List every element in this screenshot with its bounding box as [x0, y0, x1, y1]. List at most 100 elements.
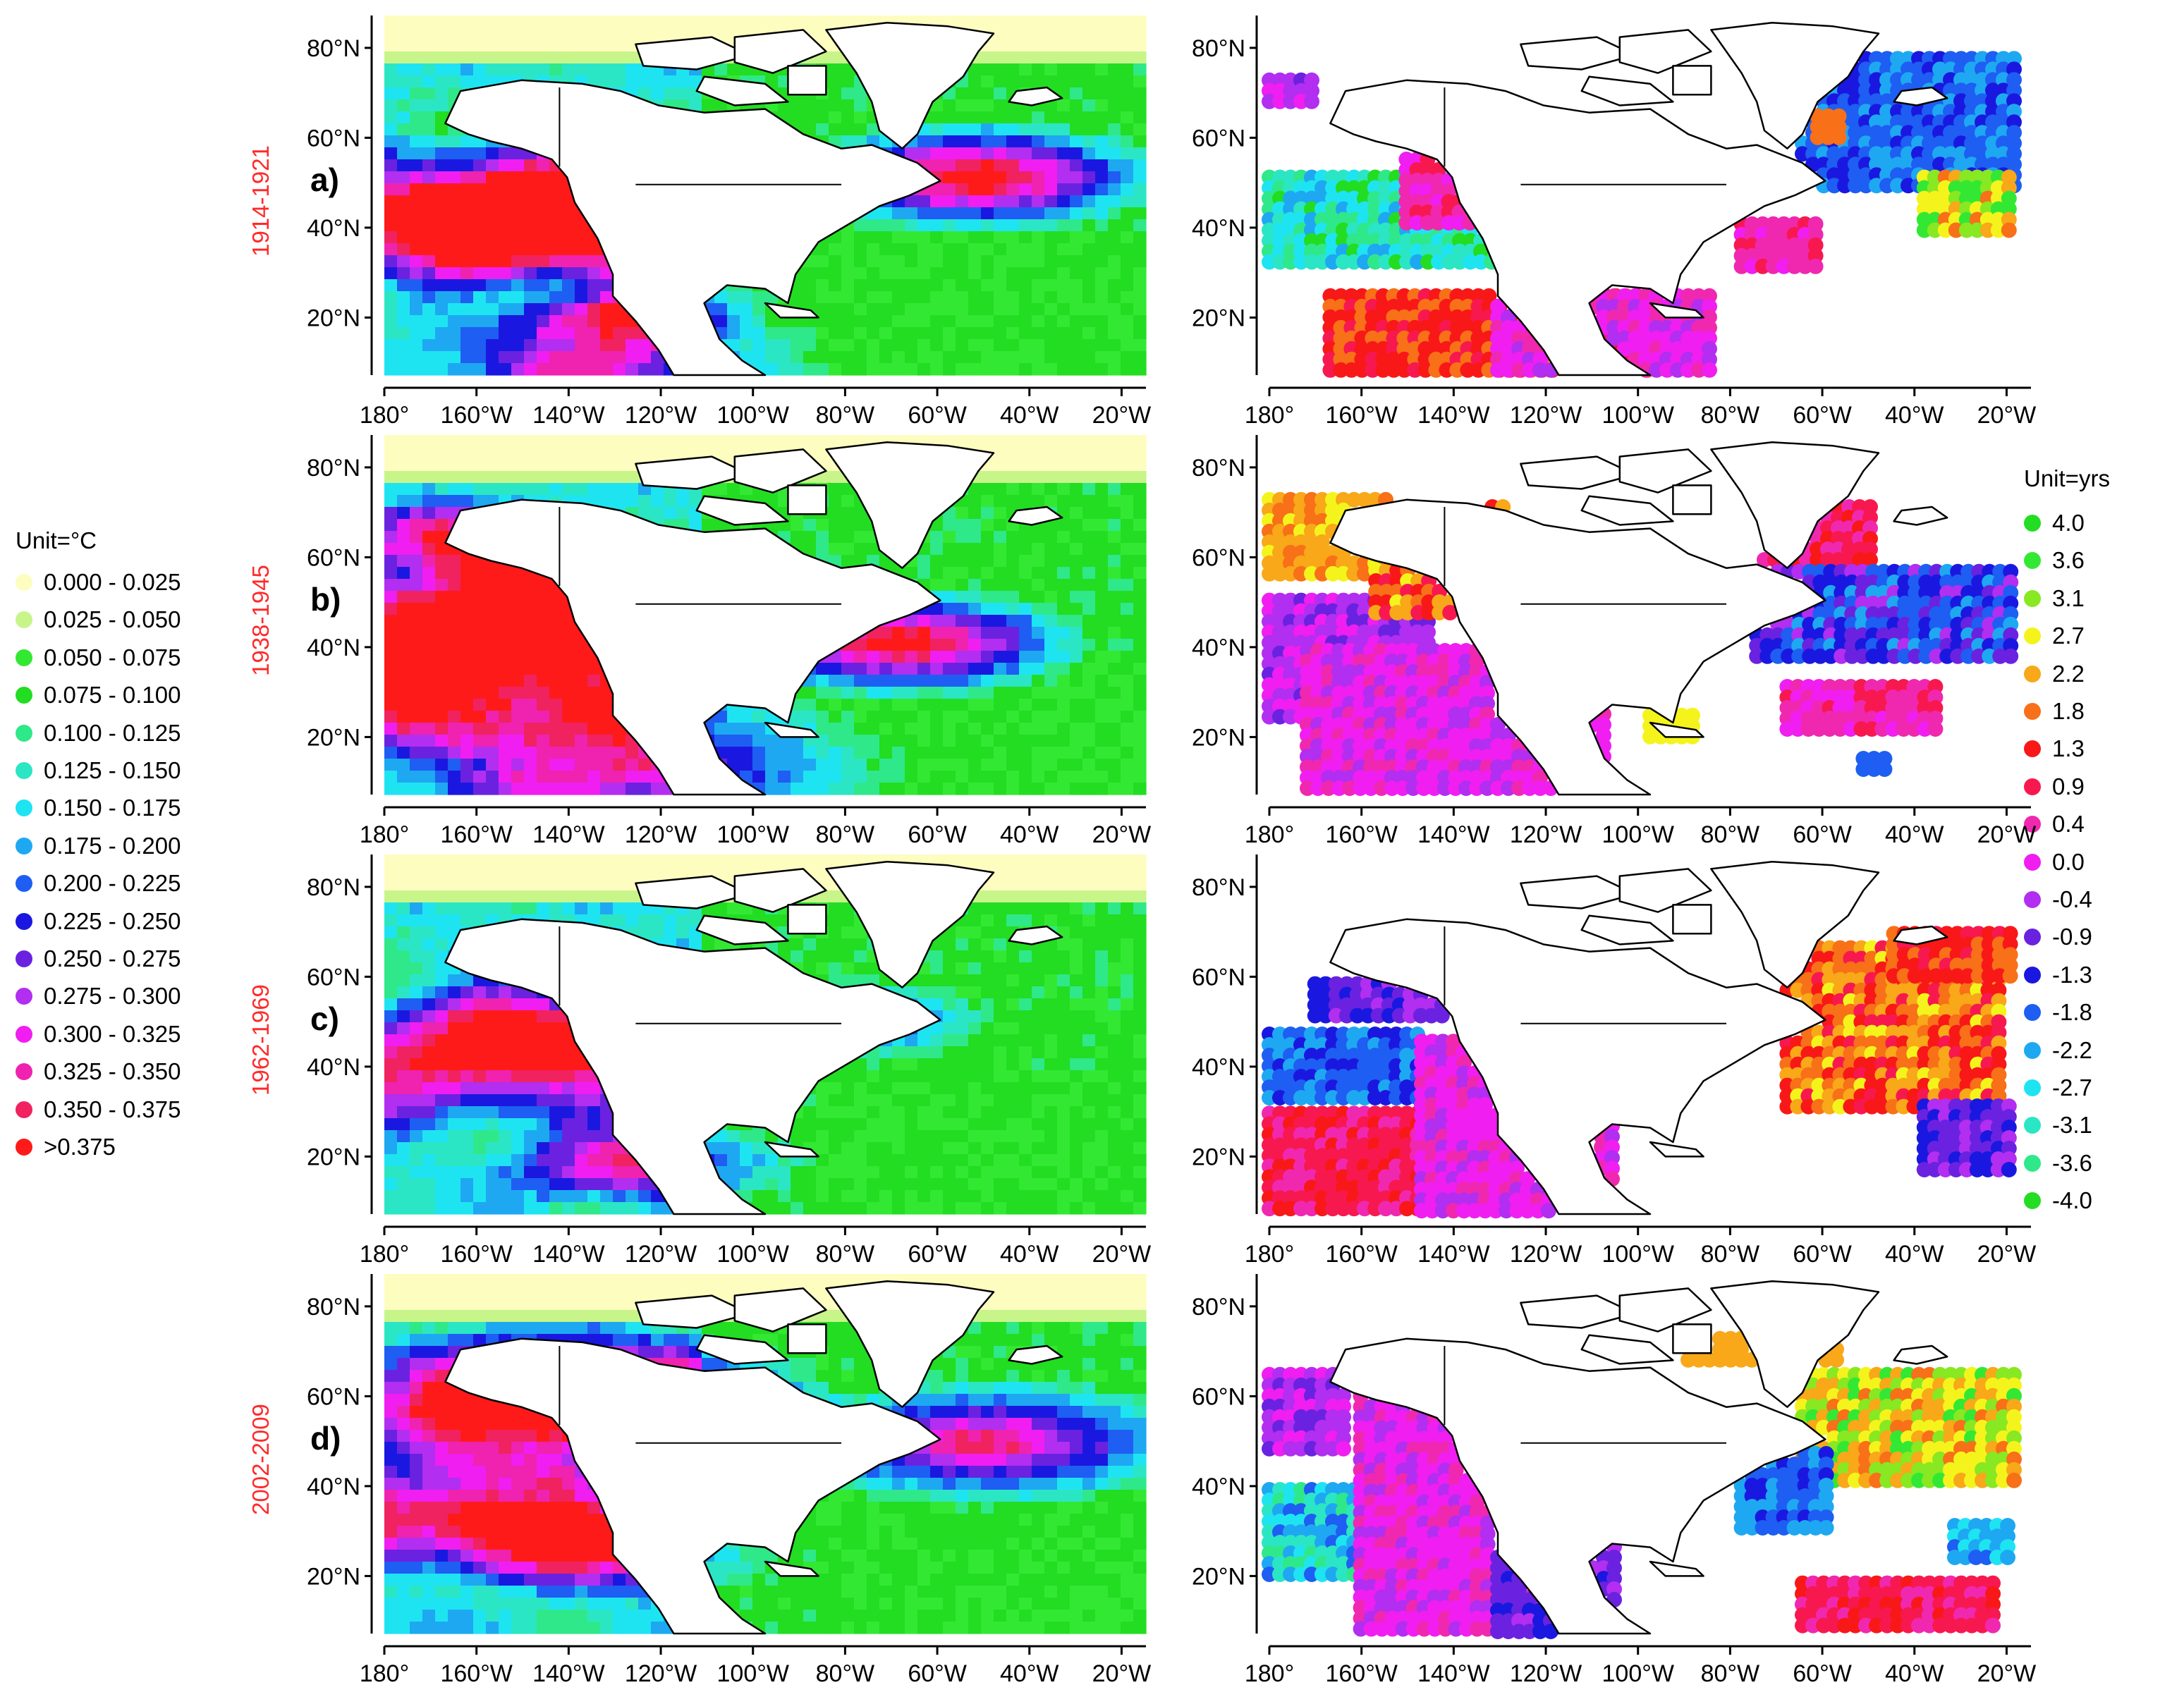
sst-cell	[1006, 279, 1020, 292]
sst-cell	[600, 39, 614, 52]
sst-cell	[1108, 207, 1121, 220]
sst-cell	[410, 219, 423, 232]
sst-cell	[1057, 99, 1070, 112]
sst-cell	[435, 315, 449, 328]
sst-cell	[816, 255, 829, 268]
sst-cell	[422, 735, 436, 747]
sst-cell	[981, 495, 994, 508]
sst-cell	[410, 519, 423, 532]
sst-cell	[422, 747, 436, 759]
sst-cell	[410, 699, 423, 711]
sst-cell	[981, 255, 994, 268]
sst-cell	[587, 699, 601, 711]
sst-cell	[943, 147, 956, 160]
sst-cell	[981, 543, 994, 556]
sst-cell	[422, 771, 436, 783]
sst-cell	[575, 327, 588, 340]
sst-cell	[905, 255, 918, 268]
sst-cell	[1082, 135, 1096, 148]
sst-cell	[435, 243, 449, 256]
sst-cell	[460, 627, 474, 639]
sst-cell	[397, 699, 410, 711]
sst-cell	[1057, 147, 1070, 160]
sst-cell	[968, 207, 982, 220]
sst-cell	[524, 16, 537, 28]
sst-cell	[384, 471, 398, 484]
sst-cell	[841, 651, 855, 663]
sst-cell	[1108, 255, 1121, 268]
sst-cell	[956, 327, 969, 340]
sst-cell	[638, 495, 652, 508]
sst-cell	[587, 279, 601, 292]
sst-cell	[816, 759, 829, 771]
sst-cell	[968, 171, 982, 184]
sst-cell	[422, 99, 436, 112]
lon-tick-label: 40°W	[1000, 821, 1059, 848]
sst-cell	[587, 663, 601, 675]
sst-cell	[1082, 99, 1096, 112]
sst-cell	[1057, 243, 1070, 256]
sst-cell	[575, 747, 588, 759]
sst-cell	[422, 111, 436, 124]
sst-cell	[1082, 591, 1096, 604]
sst-cell	[892, 339, 905, 352]
sst-cell	[1019, 603, 1032, 615]
sst-cell	[917, 327, 931, 340]
sst-cell	[968, 135, 982, 148]
sst-cell	[486, 279, 499, 292]
lon-tick-label: 100°W	[717, 402, 789, 429]
sst-cell	[460, 75, 474, 88]
sst-cell	[854, 711, 867, 723]
sst-cell	[486, 735, 499, 747]
lon-tick-label: 40°W	[1885, 402, 1944, 429]
sst-cell	[448, 195, 461, 208]
sst-cell	[511, 447, 525, 460]
left-legend-swatch	[16, 762, 32, 779]
sst-cell	[676, 435, 690, 448]
sst-cell	[816, 363, 829, 376]
sst-cell	[1070, 123, 1083, 136]
left-legend-label: 0.325 - 0.350	[44, 1058, 181, 1085]
sst-cell	[1082, 495, 1096, 508]
sst-cell	[1108, 135, 1121, 148]
sst-cell	[410, 711, 423, 723]
sst-cell	[473, 51, 487, 64]
sst-cell	[473, 207, 487, 220]
sst-cell	[410, 747, 423, 759]
sst-cell	[422, 27, 436, 40]
sst-cell	[435, 747, 449, 759]
sst-cell	[435, 675, 449, 687]
sst-cell	[1082, 51, 1096, 64]
left-legend-label: 0.225 - 0.250	[44, 908, 181, 935]
sst-cell	[422, 591, 436, 604]
sst-cell	[1082, 195, 1096, 208]
sst-cell	[1057, 639, 1070, 651]
sst-cell	[854, 651, 867, 663]
sst-cell	[460, 327, 474, 340]
sst-cell	[1032, 255, 1045, 268]
sst-cell	[994, 471, 1007, 484]
sst-cell	[422, 579, 436, 592]
sst-cell	[879, 663, 893, 675]
sst-cell	[829, 471, 842, 484]
sst-cell	[524, 711, 537, 723]
sst-cell	[435, 483, 449, 496]
sst-cell	[460, 579, 474, 592]
sst-cell	[384, 243, 398, 256]
sst-cell	[968, 747, 982, 759]
sst-cell	[435, 51, 449, 64]
sst-cell	[397, 687, 410, 699]
sst-cell	[1044, 16, 1058, 28]
sst-cell	[1082, 123, 1096, 136]
sst-cell	[943, 111, 956, 124]
sst-cell	[803, 363, 817, 376]
left-legend-swatch	[16, 950, 32, 967]
sst-cell	[410, 543, 423, 556]
sst-cell	[1044, 303, 1058, 316]
sst-cell	[511, 783, 525, 795]
sst-cell	[511, 675, 525, 687]
sst-cell	[981, 507, 994, 520]
sst-cell	[803, 759, 817, 771]
sst-cell	[727, 291, 740, 304]
sst-cell	[1133, 351, 1147, 364]
